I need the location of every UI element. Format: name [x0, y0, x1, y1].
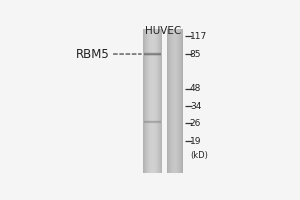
- Bar: [149, 29, 150, 173]
- Bar: [151, 29, 152, 173]
- Bar: [154, 29, 155, 173]
- Bar: [143, 29, 144, 173]
- Bar: [150, 29, 151, 173]
- Text: 34: 34: [190, 102, 201, 111]
- Bar: [144, 55, 161, 56]
- Bar: [160, 29, 161, 173]
- Text: 19: 19: [190, 137, 201, 146]
- Bar: [145, 29, 146, 173]
- Text: 48: 48: [190, 84, 201, 93]
- Bar: [148, 29, 149, 173]
- Bar: [152, 29, 153, 173]
- Bar: [159, 29, 160, 173]
- Bar: [157, 29, 158, 173]
- Bar: [160, 29, 161, 173]
- Bar: [161, 29, 162, 173]
- Text: HUVEC: HUVEC: [145, 26, 181, 36]
- Text: 85: 85: [190, 50, 201, 59]
- Bar: [144, 29, 145, 173]
- Bar: [156, 29, 157, 173]
- Text: (kD): (kD): [190, 151, 208, 160]
- Bar: [144, 53, 161, 54]
- Bar: [144, 52, 161, 53]
- Text: RBM5: RBM5: [76, 48, 110, 61]
- Bar: [154, 29, 155, 173]
- Bar: [146, 29, 147, 173]
- Bar: [155, 29, 156, 173]
- Bar: [153, 29, 154, 173]
- Bar: [144, 54, 161, 55]
- Text: 26: 26: [190, 119, 201, 128]
- Text: 117: 117: [190, 32, 207, 41]
- Bar: [158, 29, 159, 173]
- Bar: [147, 29, 148, 173]
